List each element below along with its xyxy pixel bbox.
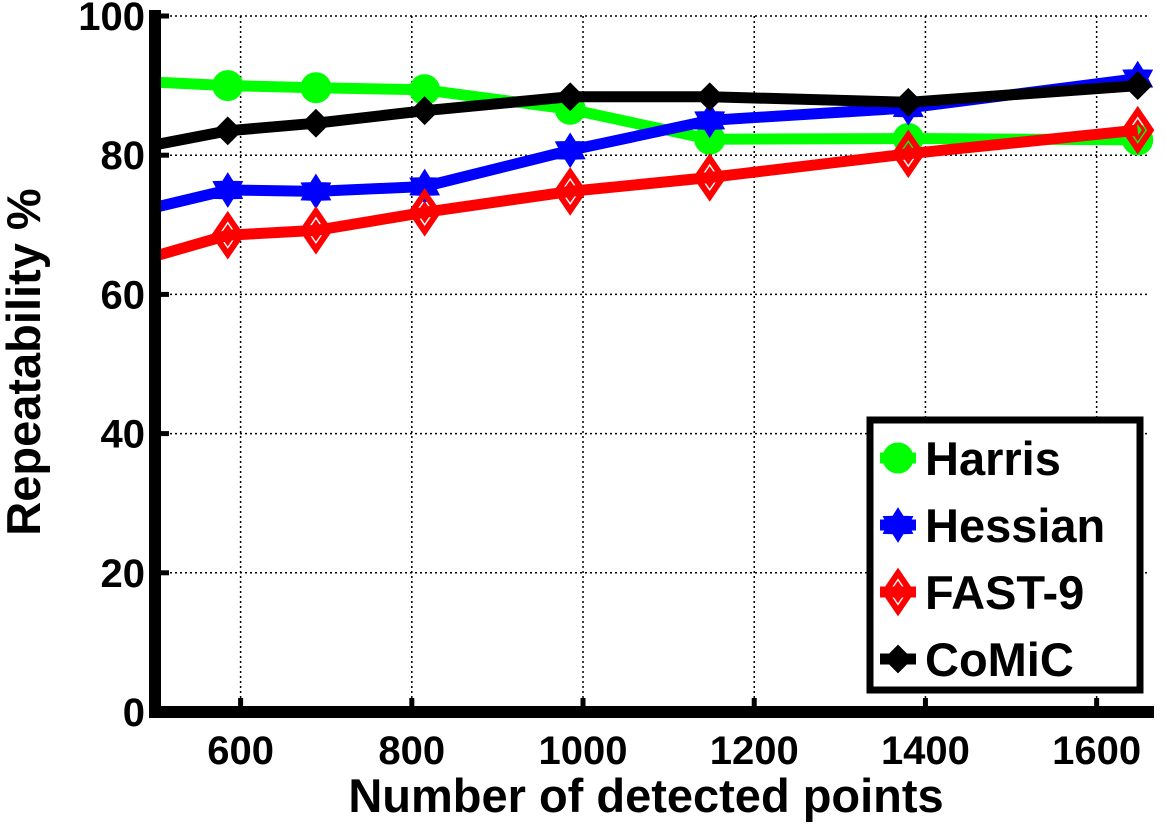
data-point <box>301 108 331 138</box>
y-tick-label: 100 <box>78 0 145 39</box>
legend-label: CoMiC <box>925 633 1074 686</box>
series-fast-9 <box>153 105 1155 262</box>
y-tick-label: 20 <box>101 552 146 596</box>
series-comic <box>153 71 1153 151</box>
y-tick-label: 40 <box>101 413 146 457</box>
x-tick-label: 1200 <box>710 729 799 773</box>
data-point <box>1121 105 1155 155</box>
data-point <box>300 72 332 104</box>
data-point <box>213 116 243 146</box>
data-point <box>211 210 245 260</box>
legend-label: FAST-9 <box>925 566 1084 619</box>
data-point <box>212 70 244 102</box>
legend-label: Hessian <box>925 499 1105 552</box>
axes <box>149 10 1154 718</box>
legend-item: Hessian <box>880 499 1105 552</box>
x-tick-label: 600 <box>207 729 274 773</box>
data-point <box>882 507 914 543</box>
y-tick-label: 80 <box>101 134 146 178</box>
data-point <box>883 644 913 674</box>
legend-box <box>866 416 1144 694</box>
x-tick-label: 1600 <box>1052 729 1141 773</box>
y-tick-label: 0 <box>123 691 145 735</box>
x-axis-label: Number of detected points <box>348 769 943 822</box>
data-point <box>693 153 727 202</box>
x-tick-label: 1000 <box>539 729 628 773</box>
y-tick-label: 60 <box>101 273 146 317</box>
series-group <box>153 60 1155 262</box>
x-tick-label: 800 <box>378 729 445 773</box>
legend-label: Harris <box>925 432 1061 485</box>
data-point <box>553 167 587 216</box>
series-line <box>153 80 1139 151</box>
legend: Harris Hessian FAST-9 CoMiC <box>866 416 1144 694</box>
data-point <box>299 206 333 255</box>
data-point <box>881 567 915 617</box>
data-point <box>882 442 914 474</box>
data-point <box>891 129 925 179</box>
legend-item: Harris <box>880 432 1061 485</box>
y-axis-label: Repeatability % <box>0 188 50 535</box>
legend-item: FAST-9 <box>880 566 1084 619</box>
data-point <box>554 132 586 169</box>
series-line <box>153 73 1139 213</box>
legend-item: CoMiC <box>880 633 1074 686</box>
tick-labels: 600 800 1000 1200 1400 1600 0 20 40 60 80 100 <box>78 0 1141 773</box>
data-point <box>1123 71 1153 101</box>
data-point <box>408 187 442 237</box>
data-point <box>212 172 244 208</box>
data-point <box>893 87 923 117</box>
data-point <box>695 82 725 112</box>
data-point <box>555 82 585 112</box>
data-point <box>694 102 726 139</box>
x-tick-label: 1400 <box>881 729 970 773</box>
data-point <box>300 173 332 210</box>
data-point <box>410 96 440 126</box>
